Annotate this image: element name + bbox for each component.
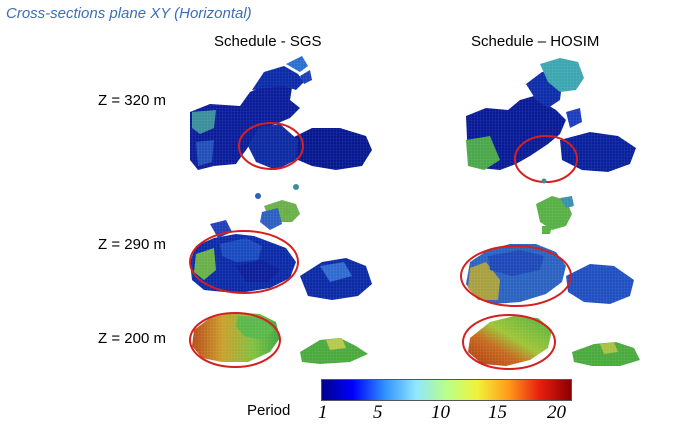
column-header-hosim: Schedule – HOSIM bbox=[471, 33, 600, 50]
colorbar-period bbox=[321, 379, 572, 401]
colorbar-tick-5: 5 bbox=[373, 402, 383, 423]
colorbar-tick-1: 1 bbox=[318, 402, 328, 423]
map-sgs-z320 bbox=[186, 56, 376, 190]
column-header-sgs: Schedule - SGS bbox=[214, 33, 322, 50]
row-label-z200: Z = 200 m bbox=[98, 330, 166, 347]
map-hosim-z200 bbox=[462, 312, 642, 370]
colorbar-title: Period bbox=[247, 402, 291, 419]
colorbar-tick-10: 10 bbox=[431, 402, 450, 423]
map-sgs-z200 bbox=[186, 310, 376, 368]
colorbar-tick-15: 15 bbox=[488, 402, 507, 423]
map-sgs-z290 bbox=[186, 193, 376, 304]
row-label-z320: Z = 320 m bbox=[98, 92, 166, 109]
map-hosim-z320 bbox=[462, 56, 642, 184]
colorbar-tick-20: 20 bbox=[547, 402, 566, 423]
row-label-z290: Z = 290 m bbox=[98, 236, 166, 253]
slide-title: Cross-sections plane XY (Horizontal) bbox=[6, 5, 252, 22]
map-hosim-z290 bbox=[460, 192, 642, 310]
